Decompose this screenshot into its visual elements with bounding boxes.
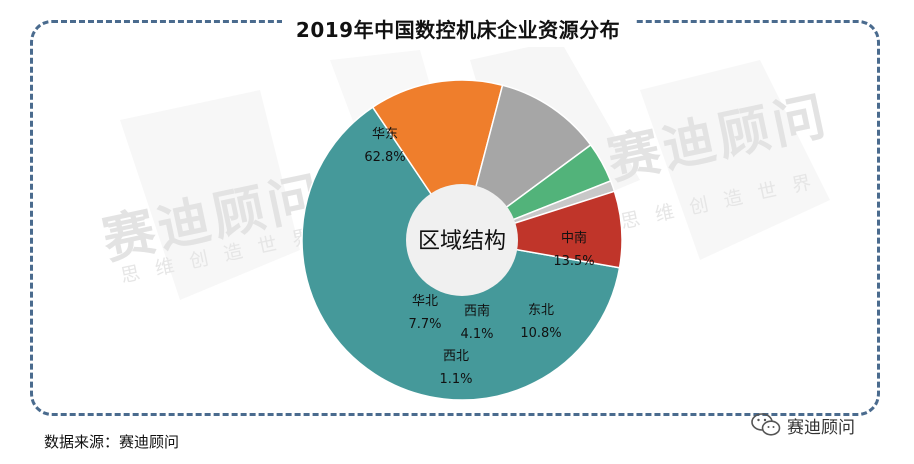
brand-name: 赛迪顾问 bbox=[787, 417, 855, 438]
center-label: 区域结构 bbox=[418, 229, 506, 254]
slice-value-0: 62.8% bbox=[364, 150, 405, 165]
slice-name-1: 中南 bbox=[561, 230, 587, 246]
slice-name-3: 西南 bbox=[464, 303, 490, 319]
title-box: 2019年中国数控机床企业资源分布 bbox=[282, 9, 634, 47]
donut-center bbox=[406, 184, 518, 296]
slice-value-3: 4.1% bbox=[460, 327, 493, 342]
slice-name-4: 西北 bbox=[443, 349, 469, 364]
pie-slice-5 bbox=[461, 190, 623, 269]
slice-value-4: 1.1% bbox=[439, 372, 472, 387]
slice-name-2: 东北 bbox=[528, 303, 554, 318]
slice-value-1: 13.5% bbox=[553, 254, 594, 269]
slice-name-0: 华东 bbox=[372, 127, 398, 142]
slice-name-5: 华北 bbox=[412, 294, 438, 309]
slice-value-2: 10.8% bbox=[520, 326, 561, 341]
chart-title: 2019年中国数控机床企业资源分布 bbox=[295, 17, 621, 42]
data-source: 数据来源：赛迪顾问 bbox=[44, 433, 180, 451]
slice-value-5: 7.7% bbox=[408, 317, 441, 332]
wechat-icon bbox=[751, 413, 781, 436]
brand-badge: 赛迪顾问 bbox=[751, 410, 855, 440]
